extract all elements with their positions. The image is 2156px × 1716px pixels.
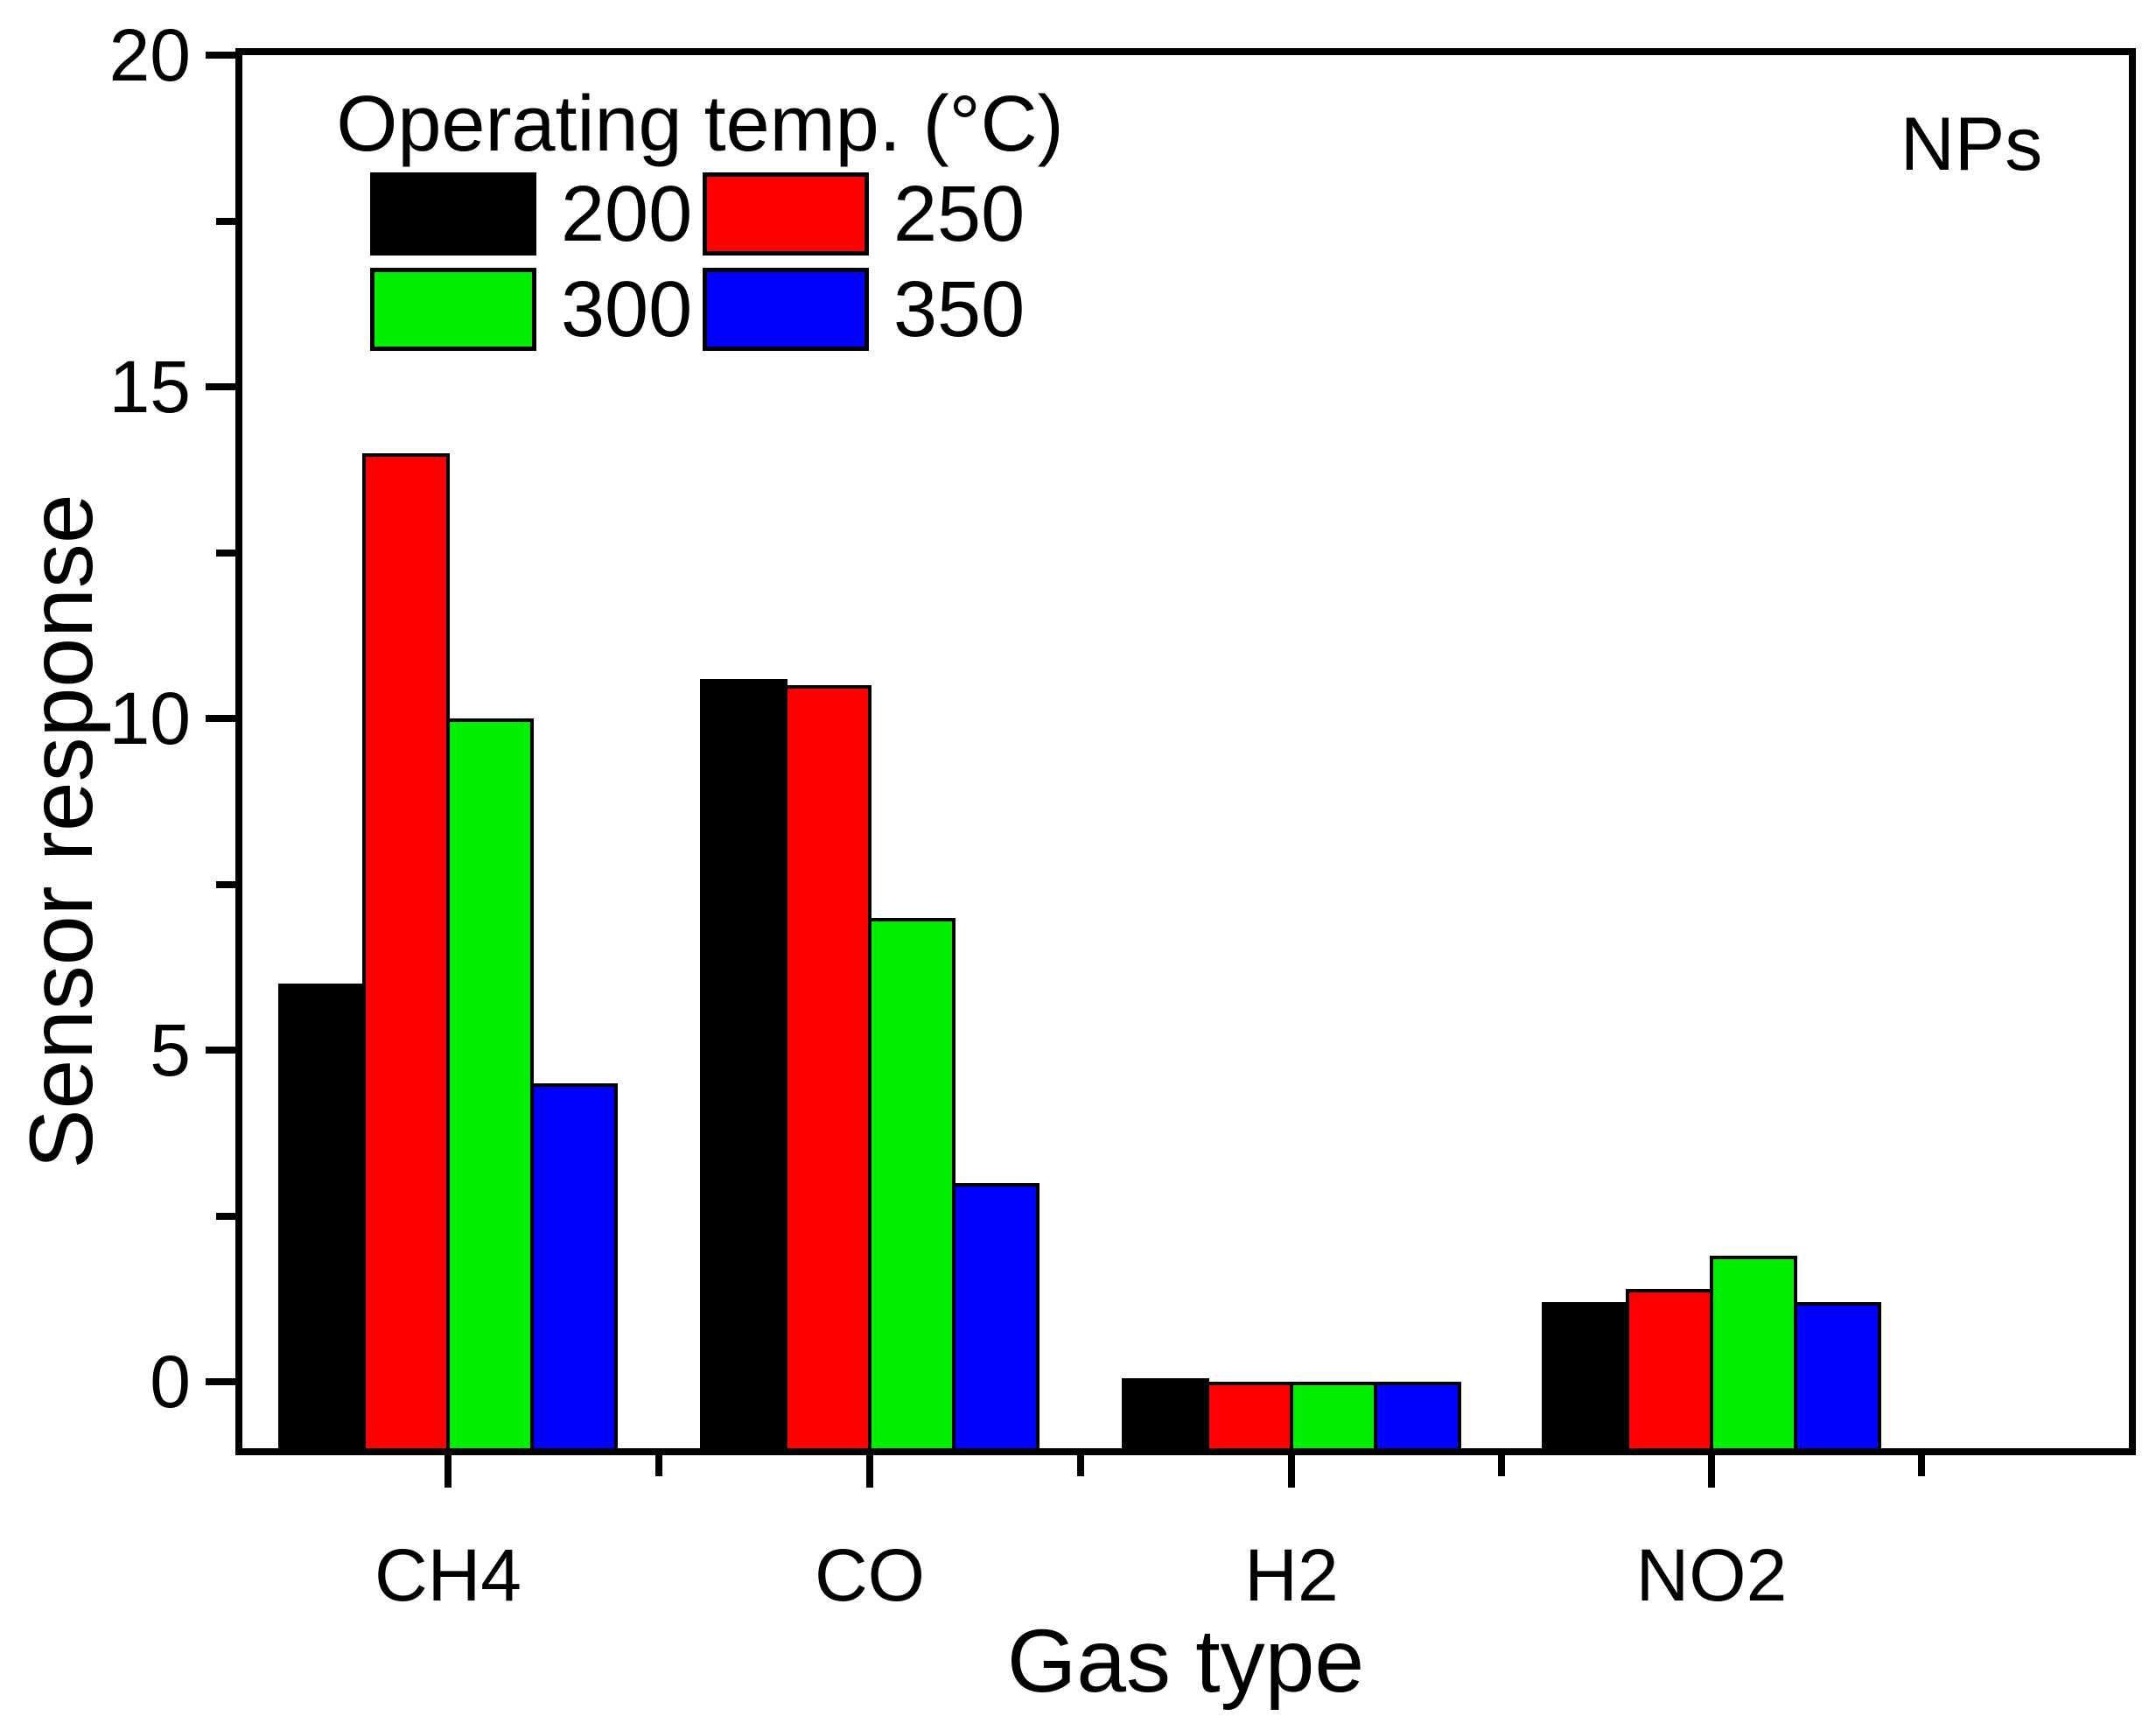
y-minor-tick-17.5 <box>216 217 235 225</box>
y-minor-tick-2.5 <box>216 1212 235 1220</box>
legend-swatch-200 <box>370 172 536 256</box>
bar-CO-250 <box>784 685 872 1452</box>
bar-CO-350 <box>952 1182 1040 1452</box>
x-major-tick-CO <box>866 1455 873 1488</box>
x-tick-label-H2: H2 <box>1244 1534 1339 1616</box>
bar-H2-350 <box>1374 1382 1461 1452</box>
x-tick-label-CO: CO <box>815 1534 925 1616</box>
x-major-tick-CH4 <box>444 1455 452 1488</box>
bar-NO2-200 <box>1542 1302 1629 1452</box>
annotation-nps: NPs <box>1900 102 2043 186</box>
x-minor-tick-3 <box>1918 1455 1925 1476</box>
y-tick-label-20: 20 <box>108 14 191 96</box>
x-major-tick-H2 <box>1288 1455 1295 1488</box>
y-tick-label-10: 10 <box>108 677 191 760</box>
y-minor-tick-12.5 <box>216 549 235 557</box>
legend-label-300: 300 <box>561 265 693 354</box>
legend-label-250: 250 <box>893 170 1026 258</box>
y-major-tick-0 <box>206 1378 235 1386</box>
bar-NO2-300 <box>1710 1256 1797 1452</box>
legend-swatch-250 <box>703 172 869 256</box>
bar-CO-300 <box>868 917 956 1452</box>
x-minor-tick-0 <box>655 1455 662 1476</box>
y-minor-tick-7.5 <box>216 880 235 888</box>
x-tick-label-NO2: NO2 <box>1635 1534 1788 1616</box>
bar-CO-200 <box>700 678 788 1452</box>
bar-H2-200 <box>1122 1378 1209 1452</box>
bar-H2-250 <box>1206 1382 1293 1452</box>
legend-swatch-300 <box>370 268 536 351</box>
y-major-tick-15 <box>206 383 235 391</box>
y-tick-label-15: 15 <box>108 346 191 429</box>
legend-label-350: 350 <box>893 265 1026 354</box>
x-axis-title: Gas type <box>1006 1611 1365 1711</box>
bar-CH4-350 <box>530 1083 618 1452</box>
legend-label-200: 200 <box>561 170 693 258</box>
y-tick-label-0: 0 <box>150 1341 191 1424</box>
legend-swatch-350 <box>703 268 869 351</box>
legend-title: Operating temp. (°C) <box>336 81 1064 168</box>
y-major-tick-20 <box>206 52 235 59</box>
y-major-tick-5 <box>206 1047 235 1054</box>
x-minor-tick-1 <box>1077 1455 1084 1476</box>
bar-NO2-250 <box>1626 1289 1713 1452</box>
x-major-tick-NO2 <box>1708 1455 1715 1488</box>
bar-H2-300 <box>1290 1382 1377 1452</box>
bar-NO2-350 <box>1794 1302 1881 1452</box>
y-major-tick-10 <box>206 715 235 723</box>
y-tick-label-5: 5 <box>150 1009 191 1092</box>
bar-CH4-200 <box>278 984 366 1452</box>
bar-CH4-250 <box>362 452 450 1452</box>
x-tick-label-CH4: CH4 <box>374 1534 522 1616</box>
bar-CH4-300 <box>446 718 534 1452</box>
x-minor-tick-2 <box>1498 1455 1505 1476</box>
